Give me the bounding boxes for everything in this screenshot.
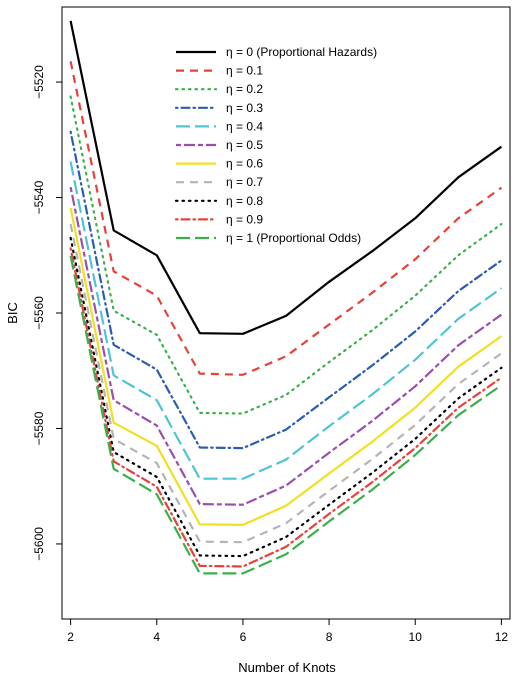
series-line-9 [69,247,503,568]
legend-label-8: η = 0.8 [226,194,263,208]
series-line-5 [69,186,503,506]
series-line-1 [69,61,503,376]
x-tick-label: 6 [240,630,247,644]
y-tick-label: −5560 [32,296,46,330]
x-tick-label: 4 [153,630,160,644]
series-line-7 [69,223,503,544]
legend-label-10: η = 1 (Proportional Odds) [226,231,361,245]
legend-label-0: η = 0 (Proportional Hazards) [226,45,377,59]
series-line-3 [69,130,503,450]
y-tick-label: −5600 [32,527,46,561]
x-axis-label: Number of Knots [238,660,336,675]
legend-label-4: η = 0.4 [226,119,263,133]
y-axis: −5520 −5540 −5560 −5580 −5600 [32,65,62,561]
y-tick-label: −5520 [32,65,46,99]
legend-label-9: η = 0.9 [226,212,263,226]
plot-frame [61,6,511,620]
legend-label-5: η = 0.5 [226,138,263,152]
x-tick-label: 12 [495,630,509,644]
x-axis: 2 4 6 8 10 12 [67,619,508,644]
series-line-8 [69,236,503,558]
x-tick-label: 10 [409,630,423,644]
series-line-4 [69,161,503,480]
series-line-6 [69,207,503,527]
legend-label-1: η = 0.1 [226,64,263,78]
legend-label-3: η = 0.3 [226,101,263,115]
legend: η = 0 (Proportional Hazards) η = 0.1 η = 0… [174,45,377,245]
y-axis-label: BIC [5,302,20,324]
x-tick-label: 2 [67,630,74,644]
series-line-10 [69,255,503,575]
y-tick-label: −5580 [32,411,46,445]
series-line-2 [69,95,503,415]
series-line-0 [69,20,503,335]
series-layer [69,20,503,575]
y-tick-label: −5540 [32,180,46,214]
x-tick-label: 8 [326,630,333,644]
legend-label-7: η = 0.7 [226,175,263,189]
legend-label-2: η = 0.2 [226,82,263,96]
legend-label-6: η = 0.6 [226,157,263,171]
